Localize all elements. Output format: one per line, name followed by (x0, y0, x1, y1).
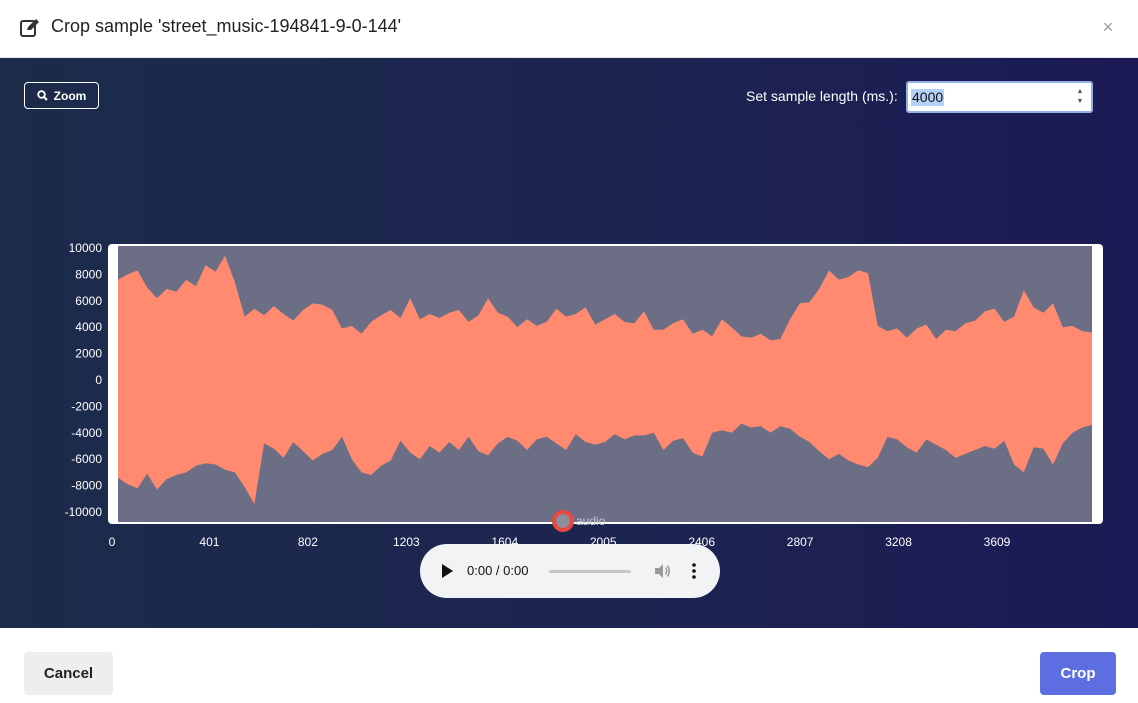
selection-handles[interactable] (110, 391, 1101, 401)
y-tick-label: -2000 (71, 399, 102, 413)
more-options-icon[interactable] (688, 562, 700, 580)
dialog-body: Zoom Set sample length (ms.): 4000 ▲ ▼ 10… (0, 58, 1138, 628)
x-tick-label: 3208 (885, 535, 912, 549)
y-tick-label: -10000 (65, 505, 103, 519)
y-axis: 10000 8000 6000 4000 2000 0 -2000 -4000 -6000 -80… (65, 241, 103, 519)
x-tick-label: 2807 (787, 535, 814, 549)
waveform-chart: 10000 8000 6000 4000 2000 0 -2000 -4000 -6000 -80… (65, 241, 1103, 549)
zoom-button[interactable]: Zoom (24, 82, 99, 109)
y-tick-label: -8000 (71, 479, 102, 493)
y-tick-label: 8000 (75, 267, 102, 281)
waveform-series (118, 255, 1092, 505)
dialog-footer: Cancel Crop (0, 628, 1138, 703)
selection-left-handle[interactable] (110, 391, 115, 401)
dialog-header: Crop sample 'street_music-194841-9-0-144… (0, 0, 1138, 58)
legend-label-audio: audio (576, 514, 606, 528)
legend[interactable]: audio (552, 510, 605, 532)
x-tick-label: 0 (109, 535, 116, 549)
playback-time: 0:00 / 0:00 (467, 563, 529, 578)
zoom-label: Zoom (53, 88, 87, 103)
y-tick-label: -4000 (71, 426, 102, 440)
dialog-title: Crop sample 'street_music-194841-9-0-144… (51, 16, 402, 36)
legend-marker[interactable] (552, 510, 574, 532)
y-tick-label: 2000 (75, 347, 102, 361)
y-tick-label: 10000 (69, 241, 103, 255)
volume-icon[interactable] (653, 562, 671, 580)
number-spinner[interactable]: ▲ ▼ (1076, 88, 1084, 105)
x-axis: 0 401 802 1203 1604 2005 2406 2807 3208 3609 (109, 535, 1011, 549)
y-tick-label: 6000 (75, 294, 102, 308)
search-icon (36, 90, 48, 101)
x-tick-label: 1203 (393, 535, 420, 549)
play-icon[interactable] (440, 563, 454, 579)
selection-right-handle[interactable] (1096, 391, 1101, 401)
sample-length-value: 4000 (911, 89, 945, 106)
sample-length-label: Set sample length (ms.): (746, 88, 898, 104)
y-tick-label: -6000 (71, 452, 102, 466)
y-tick-label: 4000 (75, 320, 102, 334)
crop-button[interactable]: Crop (1040, 652, 1116, 695)
sample-length-input[interactable]: 4000 ▲ ▼ (906, 81, 1093, 113)
audio-player[interactable]: 0:00 / 0:00 (420, 544, 720, 598)
x-tick-label: 401 (199, 535, 219, 549)
y-tick-label: 0 (95, 373, 102, 387)
edit-icon (20, 19, 39, 37)
progress-bar[interactable] (549, 570, 631, 573)
x-tick-label: 3609 (984, 535, 1011, 549)
x-tick-label: 802 (298, 535, 318, 549)
cancel-button[interactable]: Cancel (24, 652, 113, 695)
close-button[interactable]: × (1102, 17, 1114, 37)
legend-marker-inner (556, 514, 570, 528)
